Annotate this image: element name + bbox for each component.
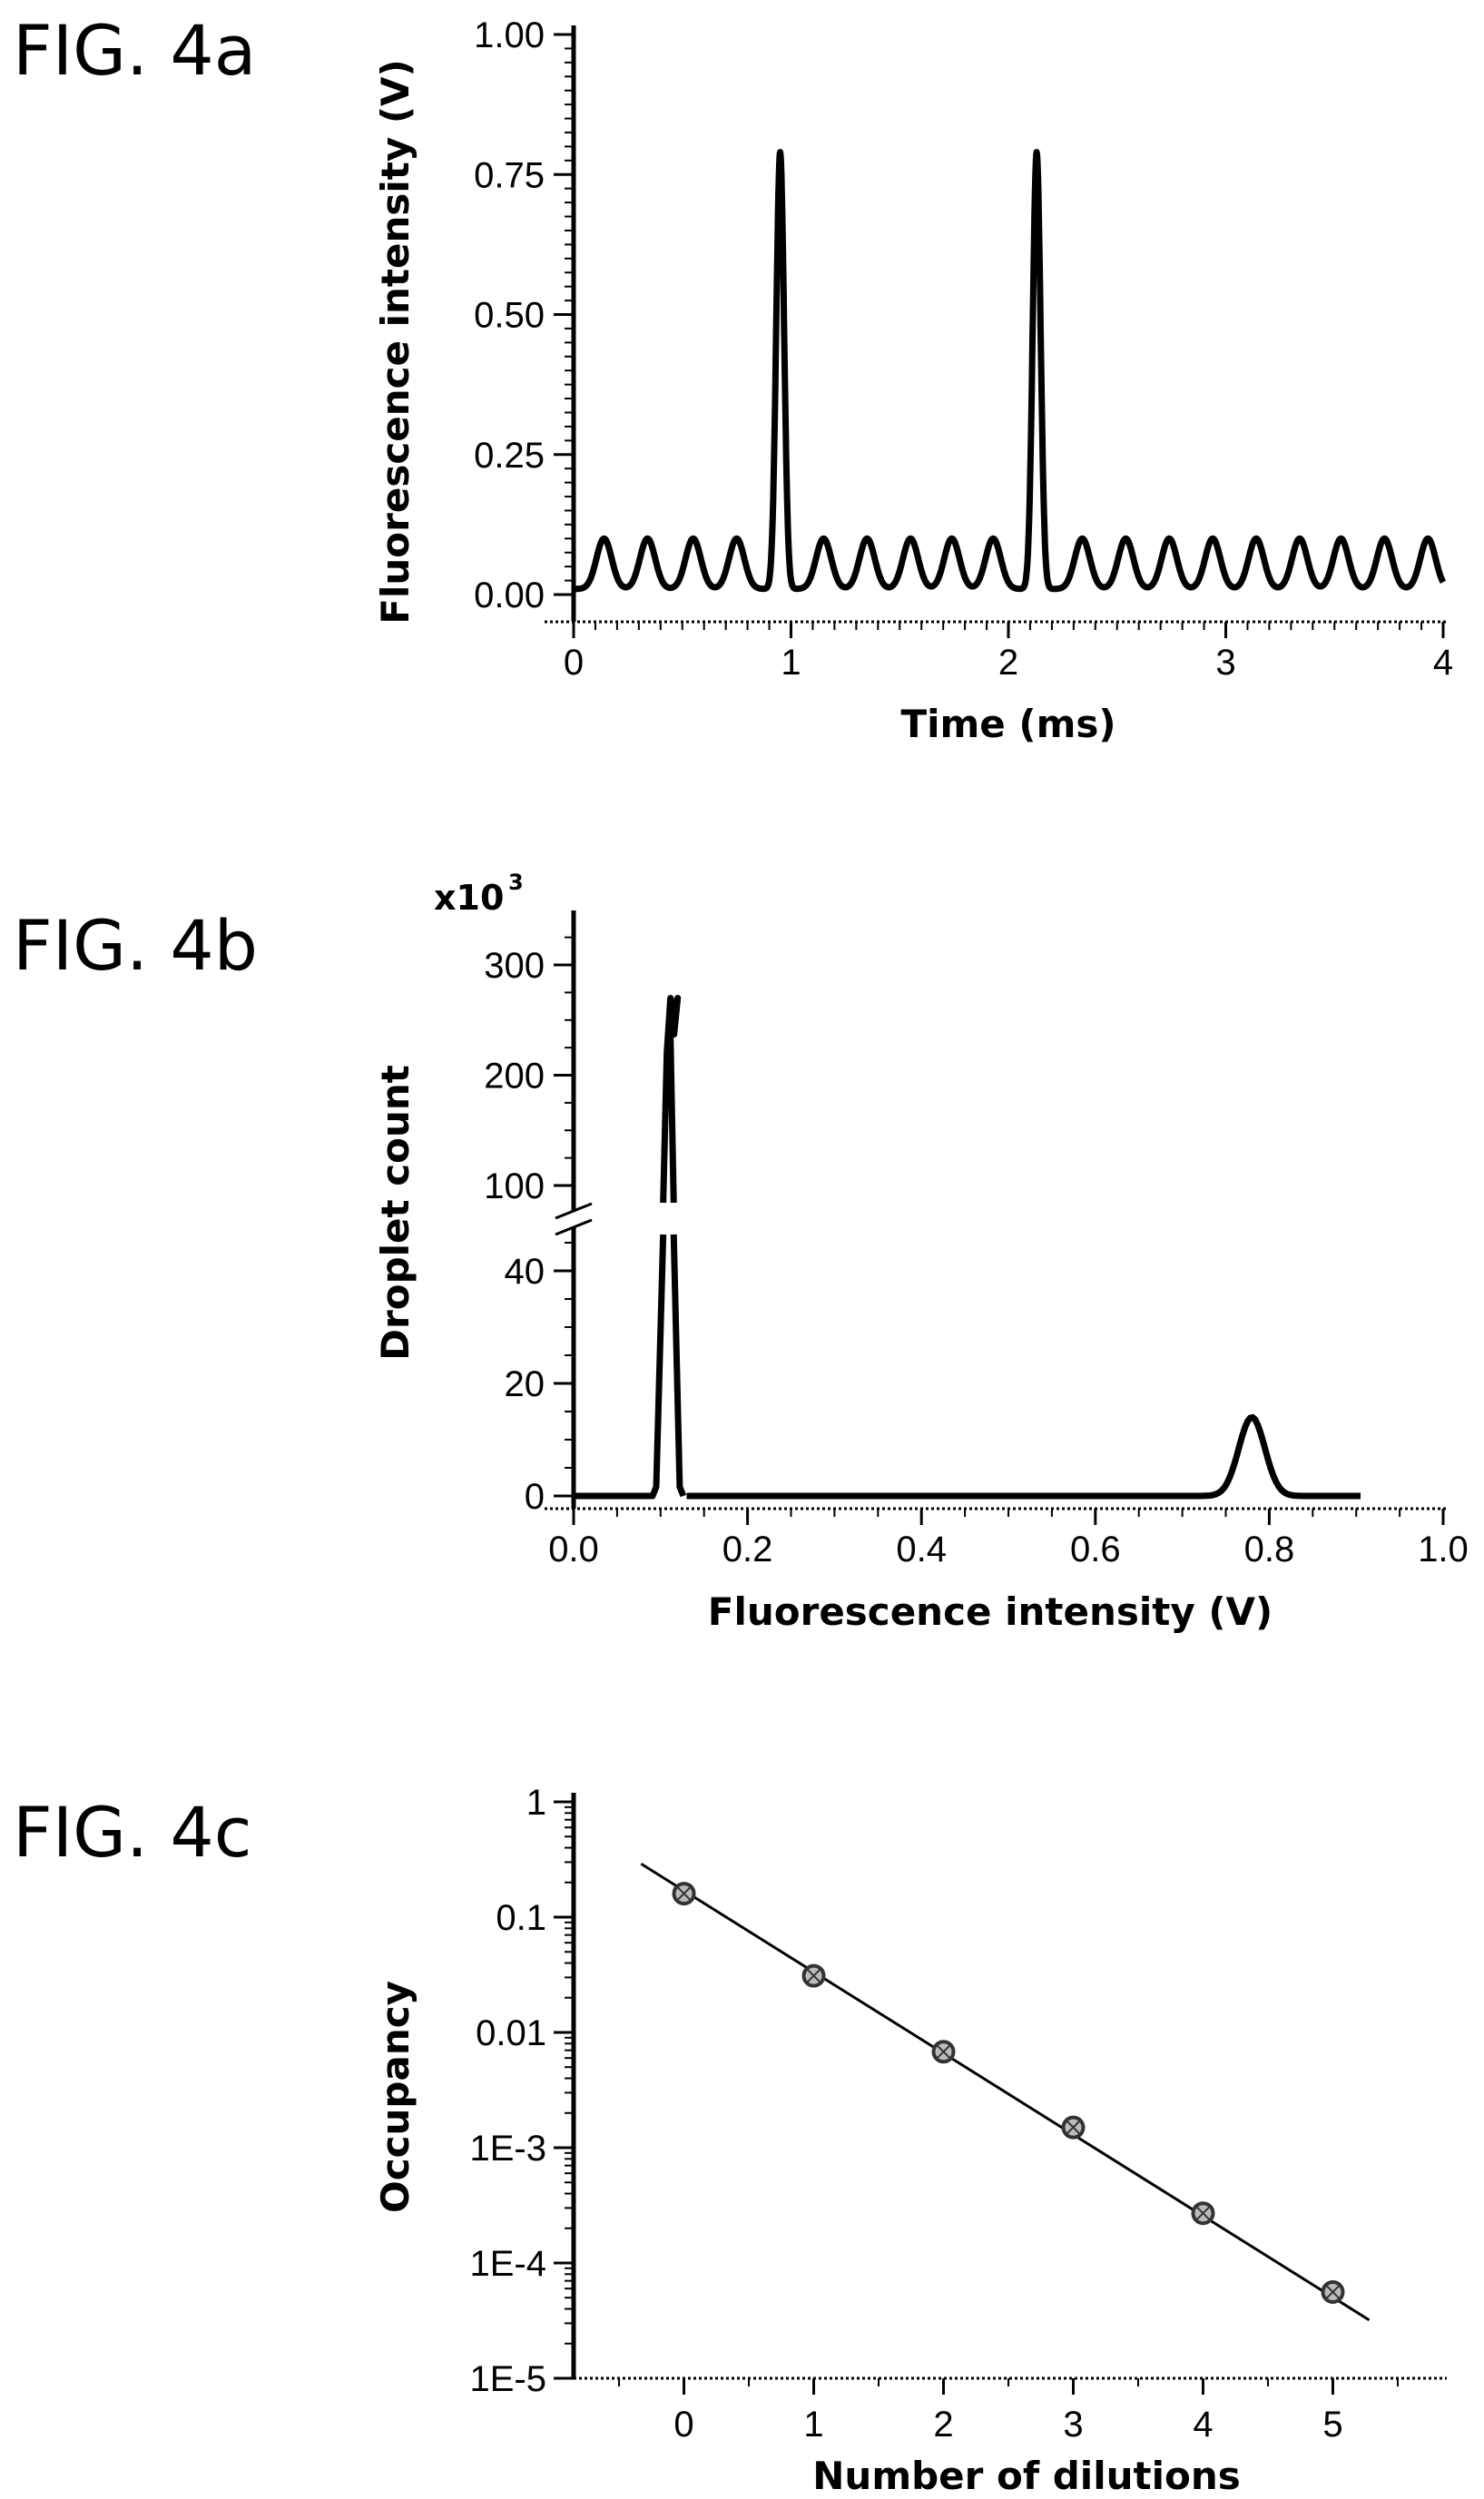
data-point-hatch-4c [806, 1968, 821, 1983]
chart-4b: 0 20 40 100 200 300 0.0 0.2 0.4 0.6 0.8 1.0 x10 3 Fluo… [373, 870, 1469, 1634]
x-tick-label-4c: 5 [1322, 2405, 1342, 2445]
y-tick-label-4b: 200 [484, 1057, 545, 1097]
y-tick-label-4c: 1 [526, 1783, 546, 1823]
x-axis-label-4b: Fluorescence intensity (V) [708, 1589, 1273, 1634]
figure-label-4b: FIG. 4b [13, 905, 258, 986]
chart-4c: 1E-5 1E-4 1E-3 0.01 0.1 1 0 1 2 3 4 5 Number of dilu… [373, 1783, 1447, 2498]
x-tick-label-4a: 1 [781, 643, 801, 683]
x-tick-label-4a: 3 [1215, 643, 1235, 683]
x-tick-label-4c: 0 [673, 2405, 693, 2445]
x-tick-label-4a: 2 [998, 643, 1018, 683]
fit-line-4c [640, 1863, 1371, 2322]
x-tick-label-4a: 4 [1433, 643, 1453, 683]
figure-label-4a: FIG. 4a [13, 10, 256, 91]
y-tick-label-4a: 0.75 [474, 155, 545, 195]
y-tick-label-4c: 0.1 [496, 1898, 546, 1938]
y-tick-label-4b: 100 [484, 1166, 545, 1206]
x-tick-label-4c: 4 [1193, 2405, 1213, 2445]
y-axis-label-4c: Occupancy [373, 1981, 418, 2213]
x-axis-label-4a: Time (ms) [900, 702, 1115, 746]
x-tick-label-4c: 2 [933, 2405, 953, 2445]
y-tick-label-4b: 40 [505, 1252, 545, 1292]
x-tick-label-4b: 0.4 [896, 1530, 947, 1569]
x-tick-label-4b: 0.0 [548, 1530, 599, 1569]
y-tick-label-4a: 0.25 [474, 436, 545, 476]
y-tick-label-4c: 1E-4 [470, 2244, 547, 2284]
y-multiplier-exp-4b: 3 [508, 870, 524, 895]
figure-label-4c: FIG. 4c [13, 1792, 251, 1873]
y-multiplier-4b: x10 [434, 878, 504, 918]
y-tick-label-4a: 0.00 [474, 576, 545, 615]
y-tick-label-4b: 300 [484, 946, 545, 986]
y-axis-label-4a: Fluorescence intensity (V) [373, 59, 418, 624]
y-tick-label-4b: 20 [505, 1364, 545, 1404]
data-point-hatch-4c [1066, 2120, 1081, 2135]
y-tick-label-4c: 1E-3 [470, 2129, 547, 2169]
data-point-hatch-4c [936, 2044, 951, 2059]
y-tick-label-4c: 1E-5 [470, 2359, 547, 2399]
chart-4a: 0.00 0.25 0.50 0.75 1.00 0 1 2 3 4 Time (ms) Fluore… [373, 15, 1453, 746]
data-point-hatch-4c [676, 1886, 692, 1901]
x-tick-label-4b: 0.6 [1070, 1530, 1121, 1569]
x-tick-label-4c: 3 [1063, 2405, 1083, 2445]
x-tick-label-4b: 1.0 [1418, 1530, 1469, 1569]
y-tick-label-4a: 0.50 [474, 296, 545, 336]
y-tick-label-4c: 0.01 [476, 2013, 546, 2053]
series-line-4a [571, 149, 1447, 593]
y-tick-label-4a: 1.00 [474, 15, 545, 55]
series-line-4b-empty-lower [574, 1234, 687, 1500]
series-line-4b-occupied [685, 1413, 1363, 1500]
series-line-4b-empty-upper [660, 994, 682, 1204]
x-tick-label-4a: 0 [564, 643, 584, 683]
y-tick-label-4b: 0 [525, 1477, 545, 1517]
y-axis-label-4b: Droplet count [373, 1065, 418, 1361]
x-tick-label-4b: 0.2 [722, 1530, 773, 1569]
data-point-hatch-4c [1195, 2206, 1211, 2220]
axis-break-mark-4b [555, 1218, 593, 1236]
x-tick-label-4b: 0.8 [1244, 1530, 1295, 1569]
x-axis-label-4c: Number of dilutions [812, 2454, 1240, 2498]
axis-break-mark-4b [555, 1202, 593, 1220]
x-tick-label-4c: 1 [803, 2405, 823, 2445]
data-point-hatch-4c [1325, 2285, 1341, 2299]
